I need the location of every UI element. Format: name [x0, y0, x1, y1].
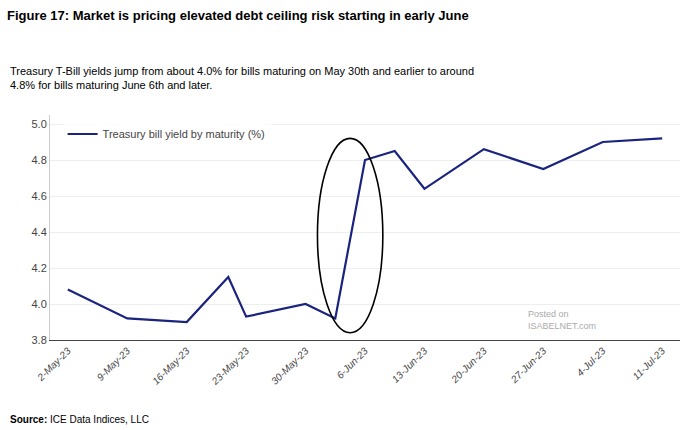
svg-text:Treasury T-Bill yields jump fr: Treasury T-Bill yields jump from about 4… [10, 65, 474, 91]
svg-text:3.8: 3.8 [32, 334, 47, 346]
svg-text:23-May-23: 23-May-23 [209, 345, 252, 388]
svg-text:4.0: 4.0 [32, 298, 47, 310]
svg-text:4-Jul-23: 4-Jul-23 [574, 345, 608, 379]
svg-text:5.0: 5.0 [32, 118, 47, 130]
svg-text:13-Jun-23: 13-Jun-23 [390, 345, 430, 385]
svg-text:9-May-23: 9-May-23 [95, 345, 133, 383]
svg-text:20-Jun-23: 20-Jun-23 [448, 345, 489, 386]
svg-text:Figure 17: Market is pricing e: Figure 17: Market is pricing elevated de… [7, 8, 469, 23]
svg-text:4.8: 4.8 [32, 154, 47, 166]
svg-text:27-Jun-23: 27-Jun-23 [508, 345, 549, 386]
svg-text:6-Jun-23: 6-Jun-23 [334, 345, 370, 381]
svg-text:4.6: 4.6 [32, 190, 47, 202]
svg-text:Posted onISABELNET.com: Posted onISABELNET.com [528, 309, 596, 331]
svg-text:Source: ICE Data Indices, LLC: Source: ICE Data Indices, LLC [10, 414, 149, 425]
svg-text:30-May-23: 30-May-23 [269, 345, 311, 387]
svg-text:Treasury bill yield by maturit: Treasury bill yield by maturity (%) [103, 128, 265, 140]
svg-text:11-Jul-23: 11-Jul-23 [630, 345, 667, 382]
svg-text:4.2: 4.2 [32, 262, 47, 274]
svg-text:16-May-23: 16-May-23 [150, 345, 192, 387]
svg-text:4.4: 4.4 [32, 226, 47, 238]
svg-text:2-May-23: 2-May-23 [34, 345, 73, 384]
